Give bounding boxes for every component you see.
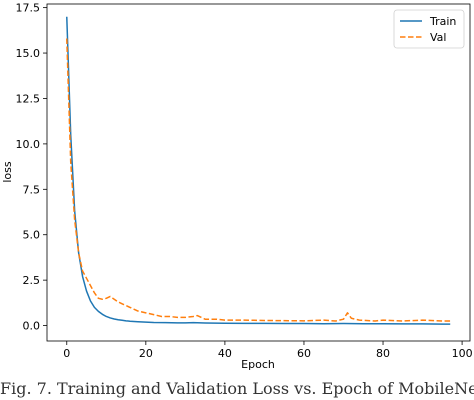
legend-label-train: Train: [429, 15, 456, 28]
y-tick-label: 2.5: [23, 274, 41, 287]
x-tick-label: 20: [139, 347, 153, 360]
y-tick-label: 7.5: [23, 183, 41, 196]
y-tick-label: 15.0: [16, 47, 41, 60]
y-tick-label: 12.5: [16, 92, 41, 105]
y-tick-label: 0.0: [23, 320, 41, 333]
x-tick-label: 80: [376, 347, 390, 360]
legend: Train Val: [393, 9, 465, 49]
y-axis-label: loss: [1, 161, 14, 183]
y-tick-label: 17.5: [16, 2, 41, 15]
series-line-val: [66, 38, 451, 322]
x-tick-label: 0: [63, 347, 70, 360]
y-tick-label: 10.0: [16, 138, 41, 151]
plot-frame: [46, 3, 471, 342]
series-line-train: [66, 16, 451, 325]
figure-caption: Fig. 7. Training and Validation Loss vs.…: [0, 379, 474, 398]
x-axis-label: Epoch: [241, 358, 275, 371]
y-tick-label: 5.0: [23, 229, 41, 242]
loss-chart: 0 20 40 60 80 100 0.0 2.5 5.0 7.5 10.0 12.5 15.0 17.5…: [1, 2, 473, 371]
x-tick-label: 100: [452, 347, 473, 360]
x-tick-label: 60: [297, 347, 311, 360]
legend-box: [393, 9, 465, 49]
x-tick-label: 40: [218, 347, 232, 360]
legend-label-val: Val: [430, 31, 446, 44]
